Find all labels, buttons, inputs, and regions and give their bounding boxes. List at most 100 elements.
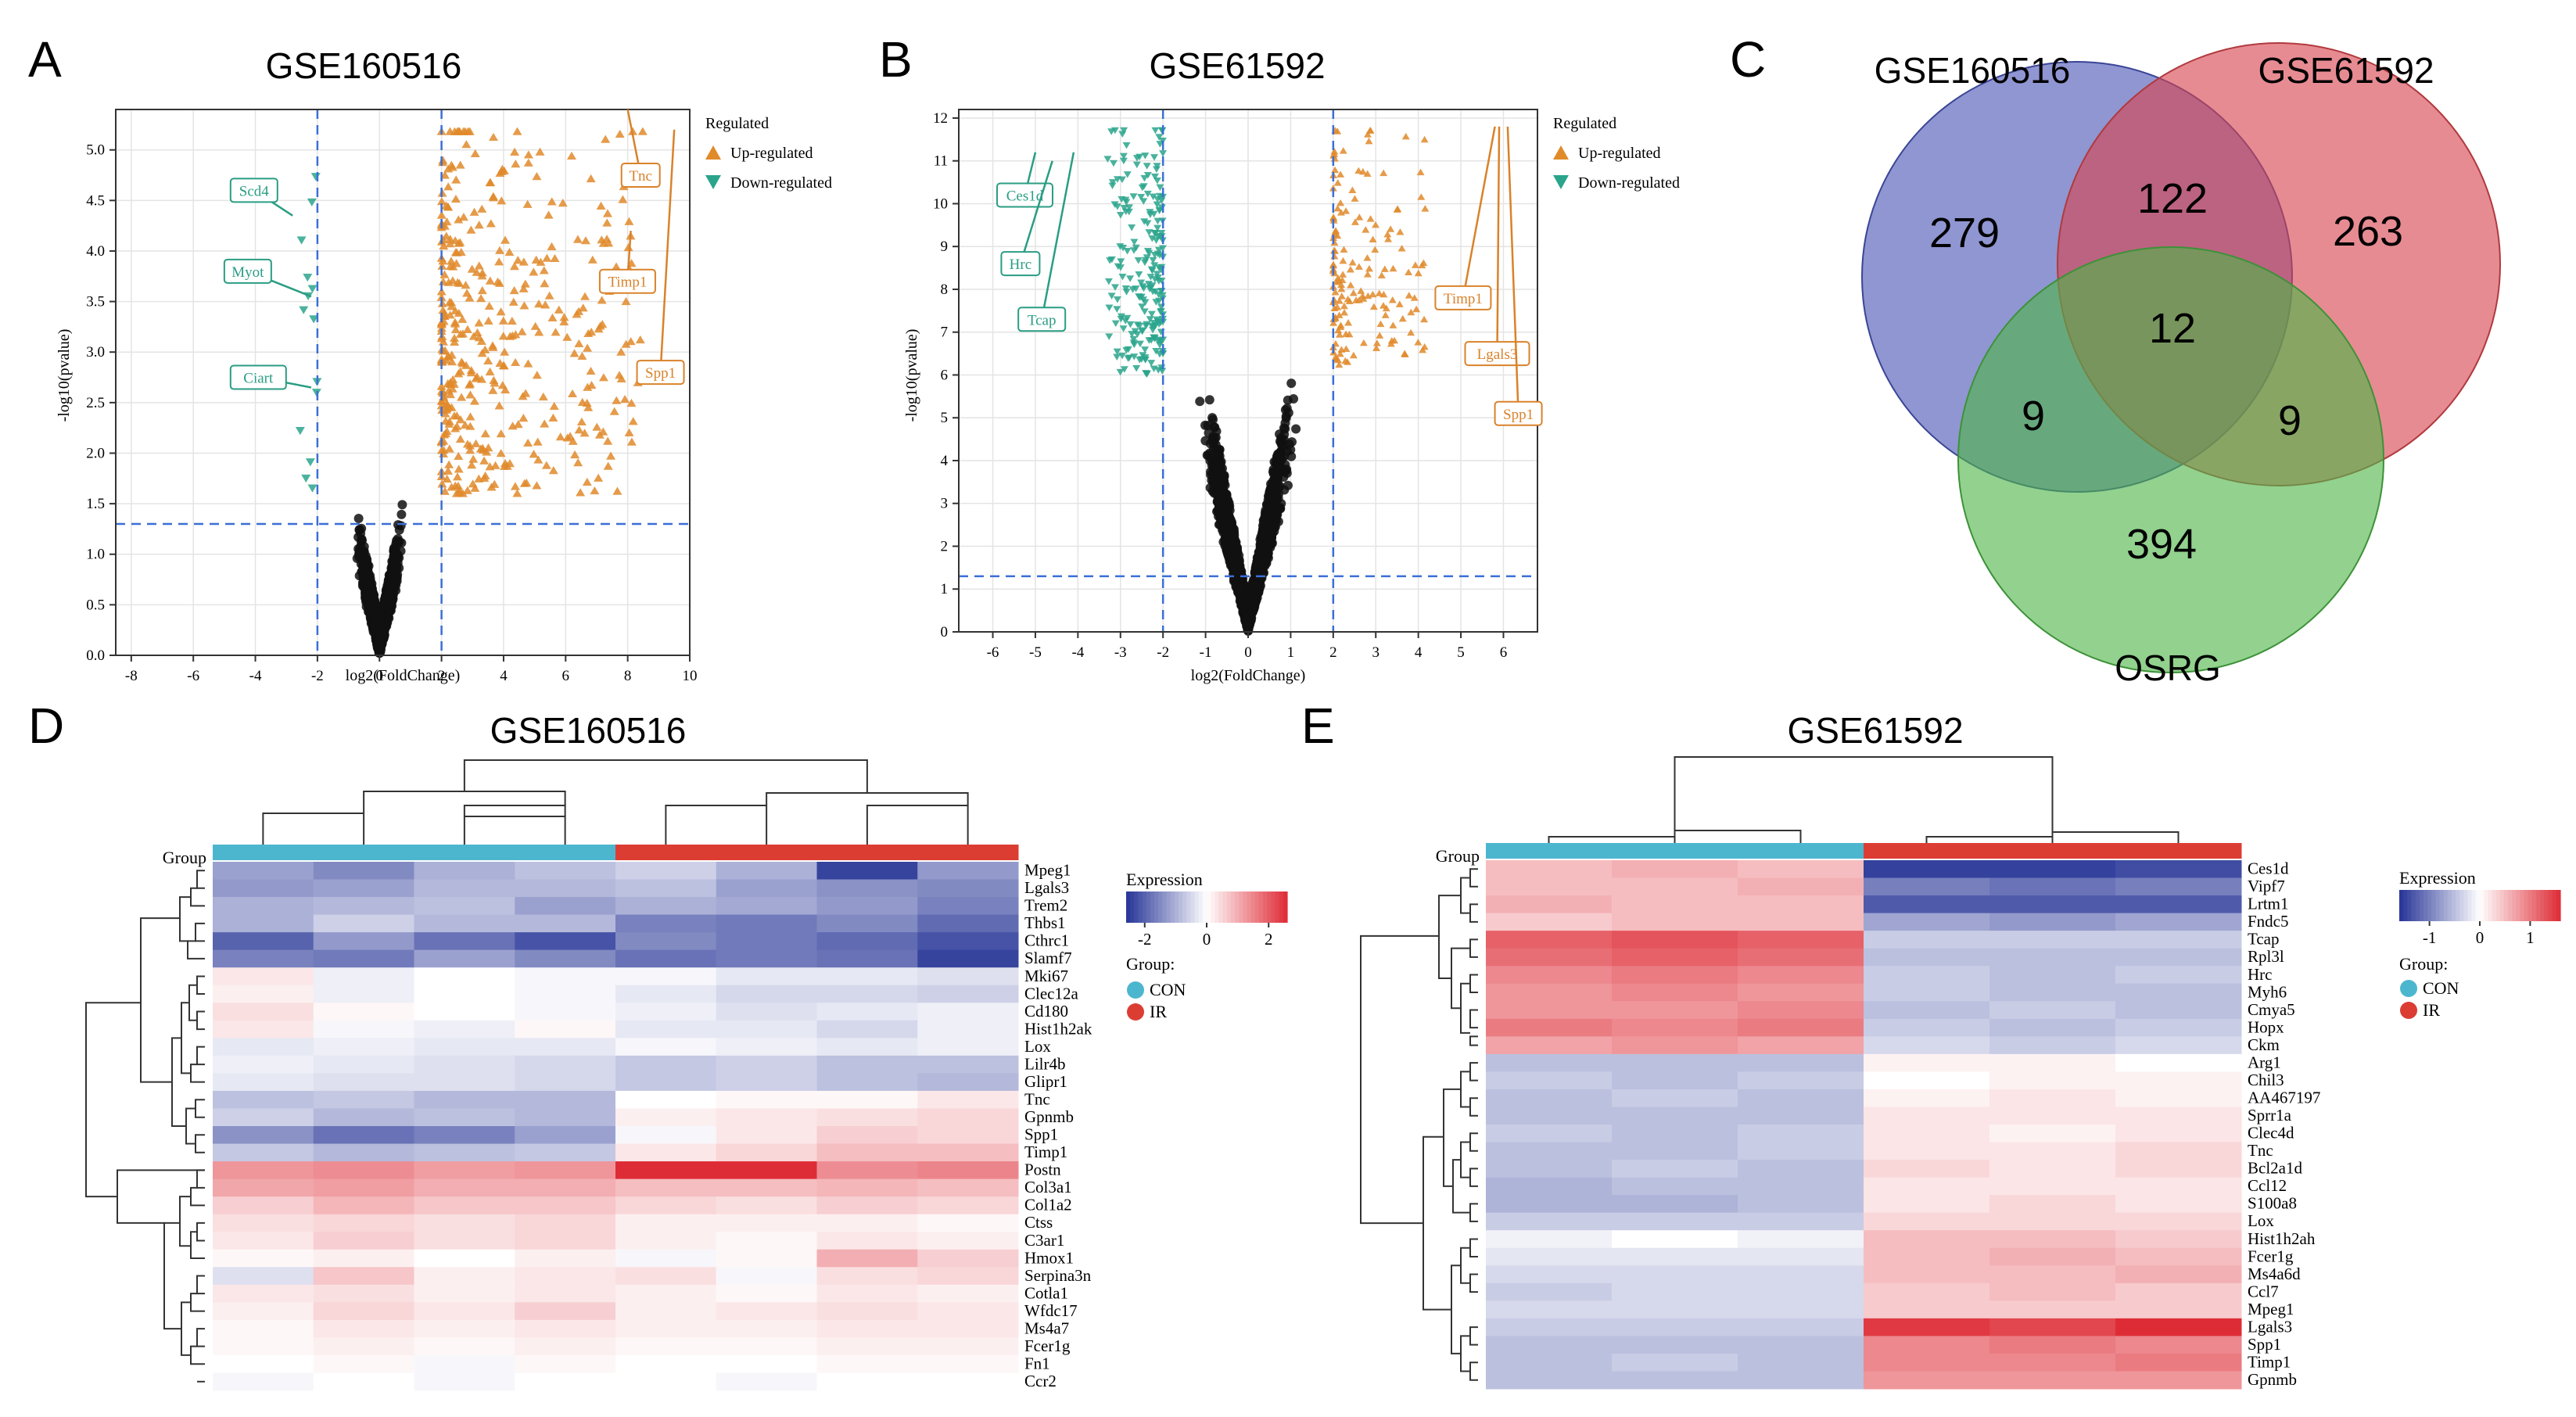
point-up xyxy=(454,215,464,224)
point-up xyxy=(510,482,520,490)
point-up xyxy=(1363,271,1372,278)
point-down xyxy=(301,474,311,483)
point-up xyxy=(509,285,519,295)
point-down xyxy=(303,273,313,282)
point-ns xyxy=(1208,432,1218,442)
point-up xyxy=(1340,308,1349,316)
point-up xyxy=(498,332,508,340)
point-up xyxy=(569,349,579,357)
point-up xyxy=(538,392,548,401)
point-up xyxy=(566,151,576,160)
point-up xyxy=(568,389,578,398)
point-ns xyxy=(1202,450,1212,461)
point-ns xyxy=(371,621,382,631)
point-up xyxy=(483,316,493,325)
volcano-a-legend: Regulated Up-regulated Down-regulated xyxy=(705,115,832,192)
point-up xyxy=(513,420,523,429)
point-up xyxy=(594,473,604,482)
point-up xyxy=(512,489,522,497)
point-up xyxy=(554,305,564,314)
point-up xyxy=(1398,314,1407,322)
panel-letter-c: C xyxy=(1730,31,1766,88)
point-ns xyxy=(1274,461,1284,471)
point-ns xyxy=(387,576,397,586)
point-up xyxy=(470,483,480,492)
point-up xyxy=(507,316,517,325)
heatmap-d-title: GSE160516 xyxy=(490,710,687,751)
point-up xyxy=(1348,186,1357,193)
point-ns xyxy=(1279,451,1290,461)
point-up xyxy=(511,357,521,367)
point-up xyxy=(465,446,475,454)
point-up xyxy=(568,436,578,445)
point-up xyxy=(1372,339,1381,346)
point-ns xyxy=(1211,458,1221,468)
point-up xyxy=(483,443,493,452)
point-up xyxy=(618,195,628,203)
point-ns xyxy=(1286,378,1297,389)
y-tick-label: 4.5 xyxy=(86,192,105,209)
point-up xyxy=(523,150,533,159)
point-up xyxy=(1357,287,1365,294)
volcano-a-ylabel: -log10(pvalue) xyxy=(56,329,73,422)
point-up xyxy=(626,337,636,346)
point-up xyxy=(523,158,533,167)
point-up xyxy=(529,450,539,458)
point-up xyxy=(624,428,634,437)
point-up xyxy=(1420,135,1429,143)
point-up xyxy=(474,261,484,270)
point-up xyxy=(621,339,631,348)
volcano-plot-a: -8 -6 -4 -2 0 2 4 6 8 10 0.00.51.01.52.02.53.03.5… xyxy=(56,109,832,684)
volcano-a-legend-down: Down-regulated xyxy=(730,174,832,192)
point-up xyxy=(484,301,494,310)
point-up xyxy=(439,242,449,250)
point-up xyxy=(500,385,511,394)
point-up xyxy=(606,451,616,460)
point-up xyxy=(508,297,518,306)
point-up xyxy=(476,293,486,303)
point-up xyxy=(449,411,459,420)
point-up xyxy=(496,307,506,316)
point-up xyxy=(450,127,460,135)
point-up xyxy=(468,454,479,463)
point-up xyxy=(579,429,590,437)
point-up xyxy=(576,488,586,497)
point-up xyxy=(517,327,527,335)
point-up xyxy=(559,317,569,326)
volcano-a-legend-up: Up-regulated xyxy=(730,145,813,162)
point-up xyxy=(1372,221,1380,228)
x-tick-label: -2 xyxy=(311,668,324,684)
gene-label: Ciart xyxy=(243,371,274,387)
point-up xyxy=(469,207,479,216)
point-ns xyxy=(1261,537,1272,547)
point-ns xyxy=(1249,586,1259,596)
point-up xyxy=(1330,246,1339,254)
point-up xyxy=(574,425,584,434)
point-up xyxy=(1376,320,1385,328)
y-tick-label: 4.0 xyxy=(86,243,105,260)
y-tick-label: 3.5 xyxy=(86,294,105,310)
point-up xyxy=(609,407,619,415)
point-up xyxy=(535,147,545,156)
point-up xyxy=(436,401,447,410)
point-up xyxy=(574,339,584,348)
gene-label: Scd4 xyxy=(239,183,270,199)
volcano-a-xlabel: log2(FoldChange) xyxy=(346,667,461,684)
point-up xyxy=(504,247,515,256)
point-ns xyxy=(1289,393,1299,404)
point-up xyxy=(474,221,484,229)
point-up xyxy=(624,217,634,225)
point-up xyxy=(488,193,498,202)
point-up xyxy=(519,301,529,310)
point-up xyxy=(597,296,607,304)
point-down xyxy=(296,236,307,245)
point-up xyxy=(477,271,487,280)
point-up xyxy=(1354,167,1363,174)
gene-label: Myot xyxy=(231,264,264,281)
point-up xyxy=(1405,292,1413,299)
point-up xyxy=(445,310,455,319)
point-up xyxy=(490,461,500,469)
point-up xyxy=(439,270,450,278)
point-up xyxy=(532,371,542,379)
